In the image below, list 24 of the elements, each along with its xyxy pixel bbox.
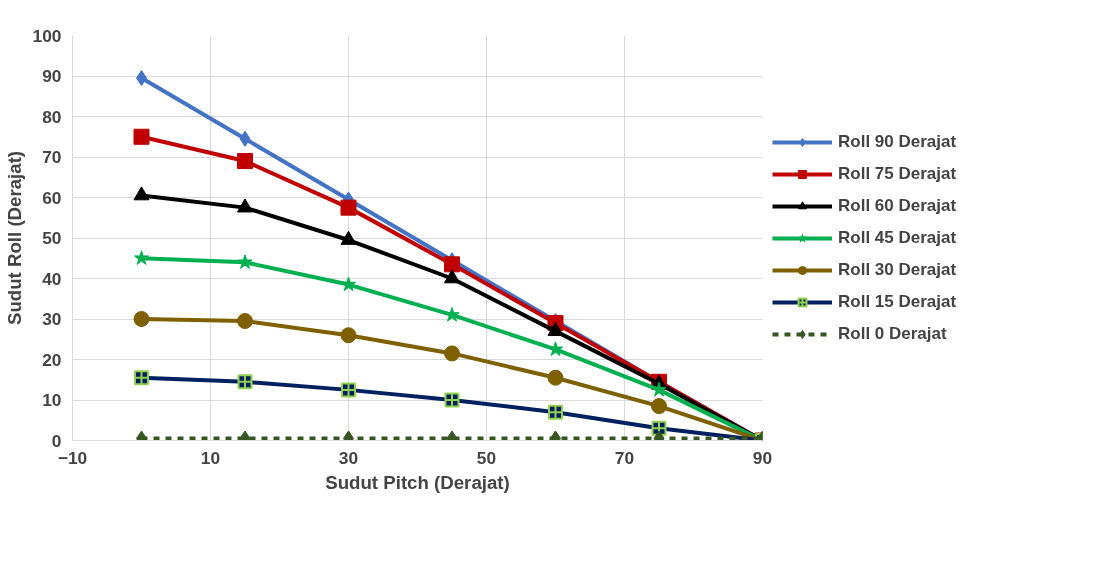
legend-label: Roll 60 Derajat [838,195,958,216]
legend-label: Roll 0 Derajat [838,323,948,344]
y-tick-label: 40 [42,268,62,289]
y-tick-label: 30 [42,309,62,329]
y-tick-label: 10 [42,390,62,410]
y-axis-title: Sudut Roll (Derajat) [3,150,25,326]
legend-label: Roll 90 Derajat [838,131,958,152]
x-tick-label: 10 [200,447,221,468]
y-tick-label: 60 [42,187,62,208]
y-tick-label: 70 [42,147,62,167]
x-tick-label: 50 [476,447,497,468]
y-tick-label: 50 [42,228,62,248]
y-tick-label: 90 [42,66,62,86]
x-tick-label: 90 [752,447,773,468]
legend-label: Roll 75 Derajat [838,163,958,184]
x-tick-label: 30 [338,447,359,468]
y-tick-label: 20 [42,349,62,370]
legend-label: Roll 30 Derajat [838,259,958,280]
y-tick-label: 100 [32,25,62,46]
legend-label: Roll 45 Derajat [838,227,958,248]
legend-label: Roll 15 Derajat [838,291,958,312]
y-tick-label: 80 [42,106,62,127]
x-axis-title: Sudut Pitch (Derajat) [325,471,510,493]
x-tick-label: 70 [614,447,635,468]
